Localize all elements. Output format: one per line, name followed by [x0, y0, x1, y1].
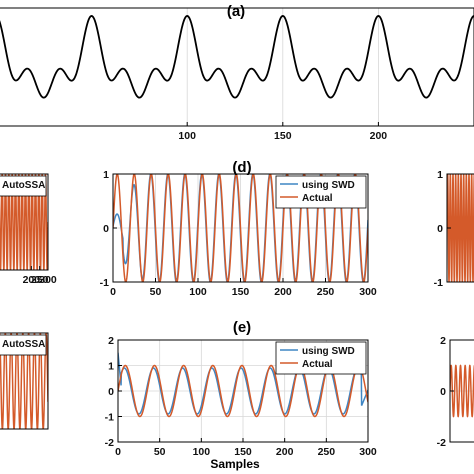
- axes-box: [0, 7, 474, 127]
- panel-f-partial: AutoSSA: [0, 332, 49, 430]
- x-tick-label: 250: [318, 446, 336, 458]
- legend: using SWD Actual: [275, 175, 367, 209]
- x-tick-label: 150: [232, 286, 250, 298]
- x-tick-label: 150: [234, 446, 252, 458]
- x-tick-label: 200: [370, 130, 388, 142]
- y-tick-label: 1: [437, 169, 443, 181]
- legend-label: using SWD: [302, 346, 355, 357]
- x-tick-label: 0: [110, 286, 116, 298]
- y-tick-label: 0: [437, 223, 443, 235]
- x-tick-label: 250: [317, 286, 335, 298]
- legend-label: Actual: [302, 359, 333, 370]
- y-tick-label: -2: [105, 437, 114, 449]
- x-axis-label: Samples: [210, 457, 260, 471]
- panel-h-partial: 2 0 -2: [437, 335, 474, 449]
- legend-label: AutoSSA: [2, 339, 45, 350]
- legend-box: [0, 334, 47, 356]
- x-tick-label: 300: [359, 286, 377, 298]
- x-tick-label: 100: [178, 130, 196, 142]
- panel-e-right-partial: 1 0 -1: [434, 169, 474, 289]
- legend: using SWD Actual: [275, 341, 367, 375]
- panel-title: (d): [232, 159, 251, 176]
- legend-box: [275, 175, 367, 209]
- y-tick-label: 1: [108, 361, 114, 373]
- legend: AutoSSA: [0, 175, 47, 197]
- panel-e: 0 50 100 150 200 250 300 2 1 0 -1 -2 (e) Samples using…: [105, 319, 377, 471]
- series-line-actual: [113, 174, 368, 282]
- legend-label: using SWD: [302, 180, 355, 191]
- series-line-0: [0, 15, 474, 99]
- x-tick-label: 50: [150, 286, 162, 298]
- legend-label: Actual: [302, 193, 333, 204]
- y-tick-label: 0: [103, 223, 109, 235]
- x-tick-label: 200: [276, 446, 294, 458]
- x-tick-label: 200: [274, 286, 292, 298]
- legend: AutoSSA: [0, 334, 47, 356]
- legend-label: AutoSSA: [2, 180, 45, 191]
- y-tick-label: 1: [103, 169, 109, 181]
- y-tick-label: -1: [105, 412, 114, 424]
- y-tick-label: 0: [440, 386, 446, 398]
- series-line-0: [447, 174, 474, 282]
- y-tick-label: 2: [440, 335, 446, 347]
- panel-a: 100 150 200 (a): [0, 3, 474, 142]
- x-tick-label: 250: [31, 274, 49, 286]
- x-tick-label: 100: [189, 286, 207, 298]
- series-line-0: [0, 174, 48, 270]
- axes-box: [0, 173, 49, 271]
- axes-box: [0, 332, 49, 430]
- panel-title: (a): [227, 3, 245, 20]
- series-line-0: [450, 364, 474, 418]
- x-tick-label: 300: [39, 274, 57, 286]
- x-tick-label: 0: [115, 446, 121, 458]
- x-tick-label: 200: [23, 274, 41, 286]
- legend-box: [0, 175, 47, 197]
- y-tick-label: -1: [100, 277, 109, 289]
- y-tick-label: -1: [434, 277, 443, 289]
- x-tick-label: 150: [274, 130, 292, 142]
- x-tick-label: 300: [359, 446, 377, 458]
- x-tick-label: 100: [193, 446, 211, 458]
- x-tick-label: 50: [154, 446, 166, 458]
- panel-title: (e): [233, 319, 251, 336]
- legend-box: [275, 341, 367, 375]
- y-tick-label: 2: [108, 335, 114, 347]
- y-tick-label: -2: [437, 437, 446, 449]
- y-tick-label: 0: [108, 386, 114, 398]
